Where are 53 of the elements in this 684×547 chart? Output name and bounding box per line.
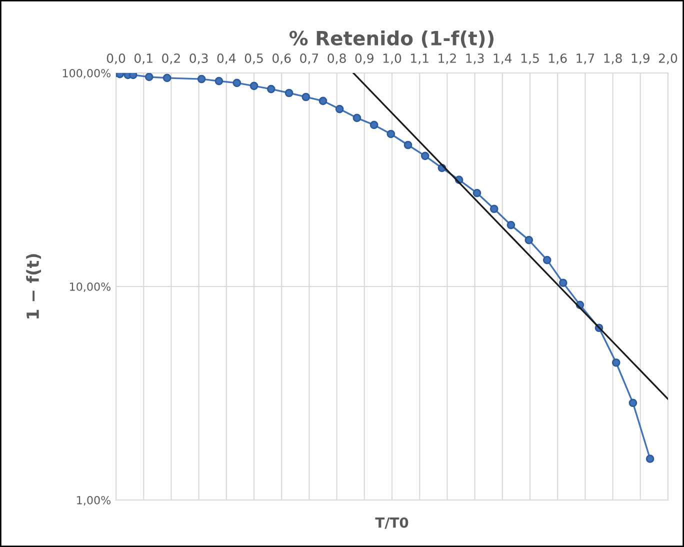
x-tick-label: 0,6 bbox=[272, 53, 291, 64]
point bbox=[318, 96, 328, 106]
point bbox=[506, 220, 516, 230]
point bbox=[302, 92, 310, 102]
x-tick-label: 1,3 bbox=[466, 53, 484, 64]
x-tick-label: 1,0 bbox=[383, 53, 402, 64]
y-axis-title: 1 − f(t) bbox=[26, 254, 41, 318]
point bbox=[335, 104, 344, 114]
chart-title: % Retenido (1-f(t)) bbox=[289, 30, 494, 48]
x-tick-label: 1,4 bbox=[494, 54, 512, 64]
x-tick-label: 0,3 bbox=[190, 53, 208, 64]
point bbox=[404, 140, 412, 150]
x-tick-label: 1,1 bbox=[411, 54, 428, 64]
x-tick-label: 2,0 bbox=[658, 53, 678, 64]
point bbox=[266, 84, 276, 94]
point bbox=[128, 73, 138, 80]
x-tick-label: 0,5 bbox=[244, 53, 263, 64]
x-tick-label: 1,5 bbox=[521, 54, 539, 64]
point bbox=[214, 76, 224, 86]
point bbox=[558, 278, 568, 288]
x-tick-label: 1,7 bbox=[576, 54, 594, 64]
point bbox=[284, 88, 294, 98]
point bbox=[524, 236, 534, 244]
x-tick-label: 0,0 bbox=[106, 53, 126, 64]
point bbox=[420, 152, 430, 160]
point bbox=[542, 256, 552, 264]
point bbox=[646, 454, 654, 463]
point bbox=[628, 398, 638, 408]
point bbox=[370, 120, 378, 130]
x-tick-label: 1,2 bbox=[438, 53, 456, 64]
x-tick-label: 1,9 bbox=[632, 53, 650, 64]
point bbox=[472, 188, 482, 198]
point bbox=[232, 78, 242, 88]
point bbox=[612, 358, 620, 367]
x-tick-label: 0,9 bbox=[355, 53, 374, 64]
y-tick-label: 100,00% bbox=[62, 68, 111, 79]
y-tick-label: 1,00% bbox=[77, 496, 111, 506]
point bbox=[386, 130, 396, 138]
x-tick-label: 0,1 bbox=[134, 53, 152, 64]
point bbox=[250, 82, 258, 90]
x-tick-label: 1,6 bbox=[549, 53, 567, 64]
point bbox=[490, 204, 498, 214]
y-tick-label: 10,00% bbox=[70, 282, 111, 292]
x-tick-label: 1,8 bbox=[604, 53, 622, 64]
x-tick-label: 0,4 bbox=[217, 53, 236, 64]
point bbox=[162, 74, 172, 82]
x-tick-label: 0,7 bbox=[300, 53, 318, 64]
x-axis-title: T/T0 bbox=[375, 517, 408, 529]
x-tick-label: 0,8 bbox=[328, 53, 346, 64]
point bbox=[144, 73, 154, 82]
x-tick-label: 0,2 bbox=[162, 53, 180, 64]
point bbox=[352, 114, 362, 122]
point bbox=[197, 74, 206, 84]
